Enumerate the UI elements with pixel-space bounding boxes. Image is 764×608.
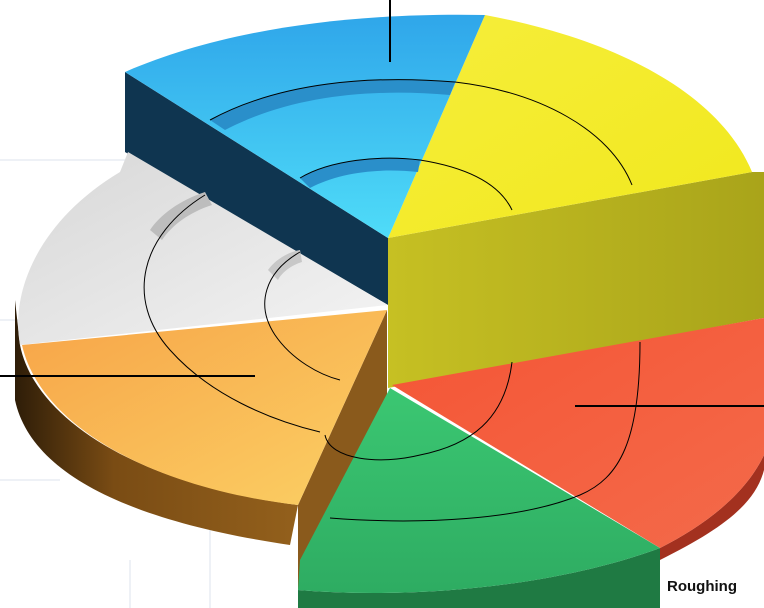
step-blue-outer <box>210 79 455 130</box>
slice-green <box>298 388 660 594</box>
chart-caption: Roughing <box>667 578 737 595</box>
slice-red <box>392 318 764 548</box>
slice-orange <box>22 310 387 505</box>
step-grey-inner <box>268 250 302 280</box>
leader-lines <box>0 0 764 407</box>
step-blue-inner <box>300 158 420 188</box>
slice-wall-red <box>660 455 764 560</box>
ring-arcs <box>143 79 641 522</box>
slice-blue <box>125 14 485 238</box>
slice-yellow <box>388 15 752 238</box>
step-grey-outer <box>150 192 212 240</box>
slice-wall-yellow <box>388 172 764 388</box>
slice-wall-blue <box>125 72 388 305</box>
slice-wall-green <box>298 548 660 608</box>
slice-wall-orange-cut <box>298 310 387 590</box>
slice-grey <box>18 152 389 345</box>
slice-wall-left <box>15 300 298 545</box>
